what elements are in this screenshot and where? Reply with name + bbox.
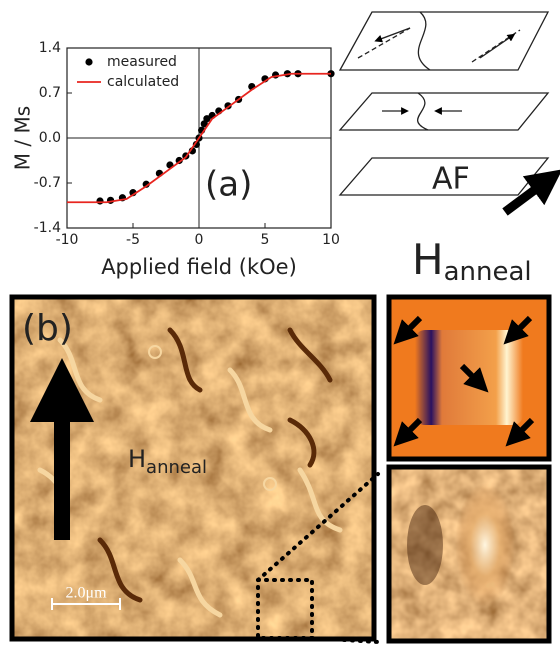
y-axis-label: M / Ms xyxy=(11,106,35,170)
data-point xyxy=(192,140,200,149)
x-axis-label: Applied field (kOe) xyxy=(101,255,297,279)
layer-diagram xyxy=(338,11,560,216)
y-tick-label: -1.4 xyxy=(34,220,61,236)
data-point xyxy=(96,197,104,205)
panel-label: (a) xyxy=(205,165,252,205)
field-label: Hanneal xyxy=(412,235,532,287)
data-line xyxy=(67,72,331,204)
x-tick-label: -5 xyxy=(126,232,140,248)
layer-label: AF xyxy=(432,162,470,197)
y-tick-label: 0.0 xyxy=(39,130,61,146)
field-main: H xyxy=(128,445,146,473)
x-tick-label: 0 xyxy=(195,232,204,248)
x-tick-label: 5 xyxy=(261,232,270,248)
data-point xyxy=(203,115,211,123)
y-tick-label: 0.7 xyxy=(39,85,61,101)
legend-marker xyxy=(85,58,93,66)
field-main: H xyxy=(412,235,444,284)
x-tick-label: -10 xyxy=(56,232,79,248)
field-sub: anneal xyxy=(444,257,532,287)
y-tick-label: -0.7 xyxy=(34,175,61,191)
chart-a: 1.4 0.7 0.0 -0.7 -1.4-10 -5 0 5 10 Applied field … xyxy=(11,40,340,279)
scale-bar-label: 2.0μm xyxy=(65,585,107,602)
afm-image xyxy=(9,294,380,644)
x-tick-label: 10 xyxy=(322,232,340,248)
afm-inset xyxy=(386,464,552,644)
legend-label: calculated xyxy=(107,74,179,90)
y-tick-label: 1.4 xyxy=(39,40,61,56)
panel-label: (b) xyxy=(22,308,73,349)
data-point xyxy=(142,180,150,188)
legend-label: measured xyxy=(107,54,177,70)
field-sub: anneal xyxy=(146,457,207,478)
vortex-inset xyxy=(386,294,552,462)
data-point xyxy=(175,156,183,165)
field-label: Hanneal xyxy=(128,445,207,478)
